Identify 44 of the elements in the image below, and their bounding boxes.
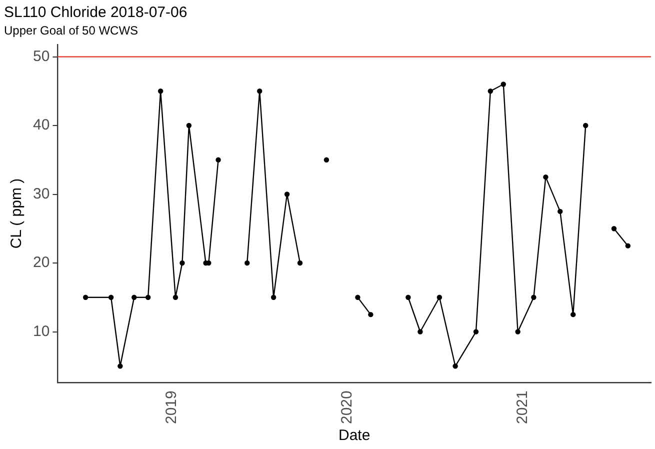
y-axis-title: CL ( ppm ) (8, 178, 26, 249)
x-axis-title: Date (338, 427, 370, 444)
x-tick-label: 2021 (514, 390, 532, 424)
point (108, 294, 114, 300)
point (543, 174, 548, 180)
y-tick-label: 50 (32, 48, 50, 65)
point (611, 226, 617, 232)
chart-subtitle: Upper Goal of 50 WCWS (4, 24, 138, 38)
point (118, 364, 123, 369)
point (82, 294, 88, 300)
x-tick-label: 2019 (162, 390, 180, 424)
point (244, 260, 250, 266)
point (145, 294, 151, 300)
y-tick-label: 10 (32, 322, 50, 340)
y-tick-label: 20 (32, 254, 50, 272)
y-tick-label: 40 (32, 116, 50, 134)
point (270, 294, 276, 300)
point (180, 260, 185, 266)
point (488, 88, 494, 94)
point (583, 122, 588, 128)
point (172, 294, 178, 300)
point (355, 294, 360, 300)
point (418, 329, 423, 334)
x-tick-label: 2020 (338, 390, 356, 424)
point (436, 294, 442, 300)
point (625, 243, 631, 248)
point (452, 364, 458, 369)
point (132, 294, 137, 300)
point (558, 208, 563, 214)
y-tick-label: 30 (32, 185, 50, 202)
point (368, 312, 374, 318)
point (257, 88, 262, 94)
chart-title: SL110 Chloride 2018-07-06 (4, 4, 188, 22)
point (531, 294, 536, 300)
point (500, 82, 506, 87)
point (473, 329, 479, 334)
point (284, 192, 290, 197)
point (570, 312, 576, 318)
point (216, 157, 221, 162)
point (158, 88, 164, 94)
point (515, 329, 520, 334)
point (186, 122, 192, 128)
point (297, 260, 303, 266)
point (406, 294, 411, 300)
